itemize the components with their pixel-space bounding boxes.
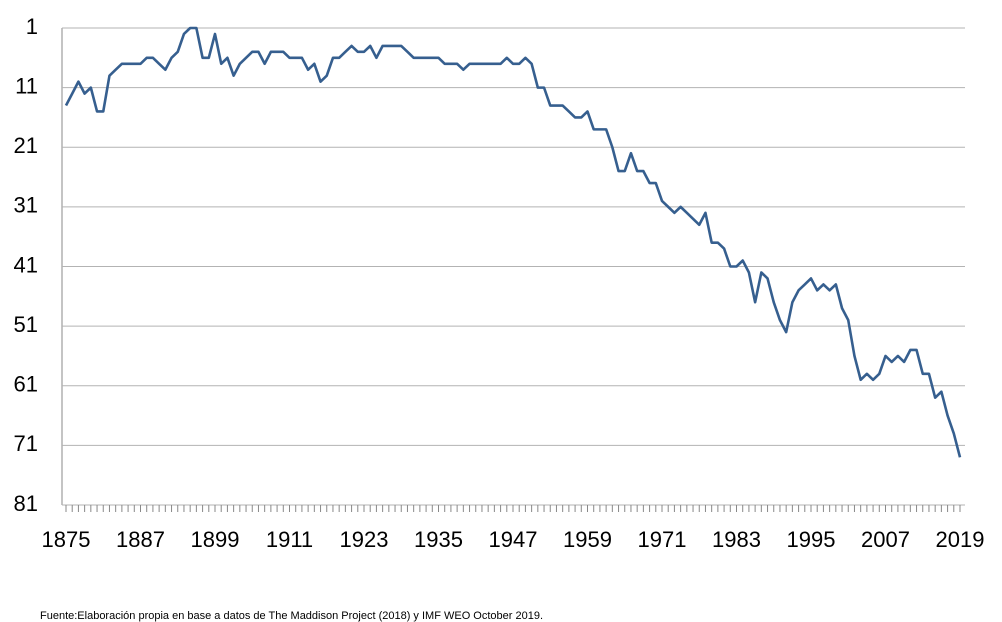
y-tick-label: 71 — [14, 431, 38, 456]
x-tick-label: 1995 — [787, 527, 836, 552]
x-tick-label: 1911 — [266, 527, 313, 552]
y-tick-label: 41 — [14, 252, 38, 277]
x-tick-label: 1983 — [712, 527, 761, 552]
x-tick-label: 1899 — [191, 527, 240, 552]
source-note: Fuente:Elaboración propia en base a dato… — [40, 610, 543, 622]
y-tick-label: 81 — [14, 491, 38, 516]
y-tick-label: 51 — [14, 312, 38, 337]
x-tick-label: 1959 — [563, 527, 612, 552]
y-tick-label: 61 — [14, 372, 38, 397]
y-tick-label: 1 — [26, 14, 38, 39]
x-tick-label: 1971 — [638, 527, 687, 552]
y-tick-label: 11 — [15, 73, 38, 98]
x-tick-label: 1887 — [116, 527, 165, 552]
x-tick-label: 1923 — [340, 527, 389, 552]
x-tick-label: 1947 — [489, 527, 538, 552]
y-tick-label: 21 — [14, 133, 38, 158]
x-tick-label: 2007 — [861, 527, 910, 552]
data-line — [64, 26, 962, 458]
x-tick-label: 1935 — [414, 527, 463, 552]
x-tick-label: 1875 — [42, 527, 91, 552]
x-tick-label: 2019 — [936, 527, 985, 552]
y-tick-label: 31 — [14, 193, 38, 218]
